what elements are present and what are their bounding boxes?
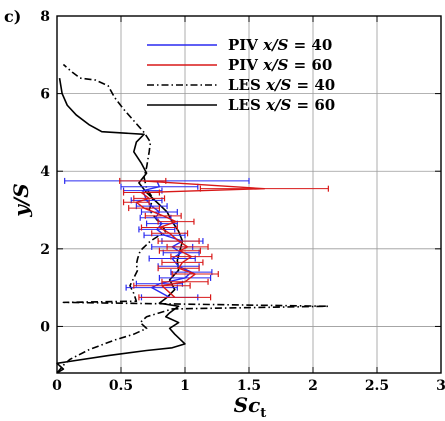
legend-entry-0: PIV x/S = 40 [147,36,332,54]
error-bar-1-9 [157,238,200,245]
x-tick-label-6: 3 [436,378,445,394]
error-bar-1-15 [122,199,150,206]
y-axis-label: y/S [9,183,33,217]
legend-label-1: PIV x/S = 60 [228,56,332,74]
panel-label: c) [4,7,21,26]
y-tick-label-3: 6 [40,87,50,103]
legend-entry-1: PIV x/S = 60 [147,56,332,74]
legend-label-2: LES x/S = 40 [228,76,335,94]
x-axis-label-main: Sc [234,393,261,417]
legend: PIV x/S = 40 PIV x/S = 60 LES x/S = 40 LES … [147,36,335,114]
x-tick-label-5: 2.5 [365,378,389,394]
y-tick-label-1: 2 [40,242,50,258]
x-tick-label-4: 2 [308,378,318,394]
error-bar-1-14 [128,205,160,212]
error-bar-1-3 [171,271,219,278]
error-bar-1-16 [133,195,166,202]
error-bar-1-13 [144,212,182,219]
error-bar-1-0 [138,294,212,301]
y-tick-label-4: 8 [40,9,50,25]
x-tick-label-1: 0.5 [109,378,133,394]
legend-entry-2: LES x/S = 40 [147,76,335,94]
series-layer [56,63,330,374]
series-line-1 [135,180,266,298]
error-bar-1-17 [122,189,160,196]
x-tick-label-0: 0 [52,378,62,394]
series-1 [119,177,329,301]
error-bar-1-4 [157,265,200,272]
error-bar-1-1 [133,282,191,289]
grid-lines [57,16,441,373]
error-bar-1-8 [166,243,209,250]
x-tick-label-3: 1.5 [237,378,261,394]
error-bar-1-6 [170,253,213,260]
series-line-0 [142,180,193,298]
error-bar-1-18 [199,185,329,192]
y-tick-label-2: 4 [40,164,50,180]
x-axis-label: Sct [234,393,267,417]
error-bar-1-7 [158,247,201,254]
y-tick-label-0: 0 [40,319,50,335]
error-bar-0-3 [158,274,212,281]
error-bar-0-14 [140,208,178,215]
legend-label-3: LES x/S = 60 [228,96,335,114]
legend-label-0: PIV x/S = 40 [228,36,332,54]
error-bar-1-2 [161,278,209,285]
x-tick-label-2: 1 [180,378,190,394]
legend-entry-3: LES x/S = 60 [147,96,335,114]
error-bar-1-10 [151,230,189,237]
plot-frame [56,15,442,374]
error-bar-1-5 [161,259,204,266]
error-bar-0-18 [120,183,199,190]
error-bar-1-12 [157,218,195,225]
error-bar-1-19 [119,177,167,184]
tick-labels: 0 0.5 1 1.5 2 2.5 3 0 2 4 6 8 [40,9,445,394]
error-bar-1-11 [140,224,178,231]
series-0 [64,177,250,301]
x-axis-label-sub: t [260,406,266,417]
